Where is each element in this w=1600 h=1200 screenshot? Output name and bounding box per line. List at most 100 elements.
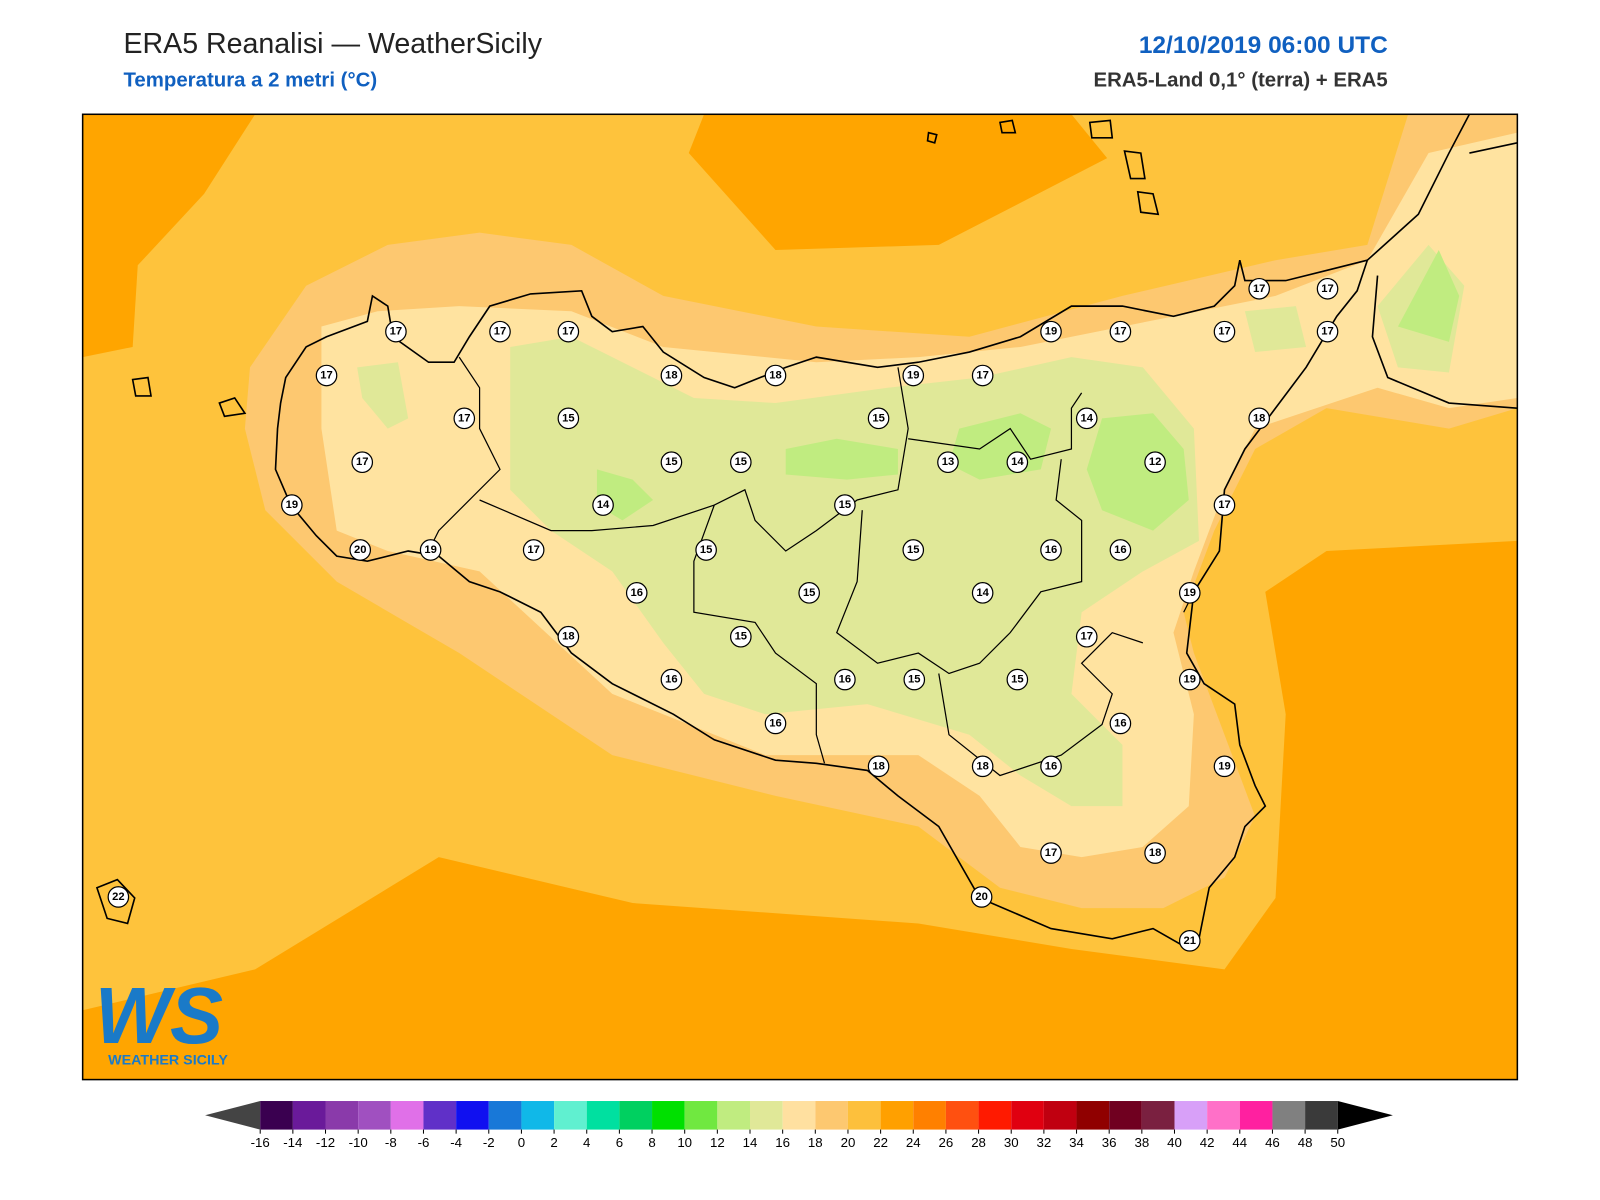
station-value: 17 — [1114, 326, 1126, 338]
station: 18 — [764, 364, 787, 387]
colorbar-label: -16 — [251, 1135, 270, 1150]
logo-mark: WS — [95, 971, 223, 1060]
station: 17 — [1109, 320, 1132, 343]
station-value: 17 — [1321, 326, 1333, 338]
station-value: 17 — [976, 370, 988, 382]
colorbar-bin — [260, 1101, 293, 1130]
station-value: 18 — [769, 370, 781, 382]
station: 18 — [660, 364, 683, 387]
station-marker — [557, 407, 580, 430]
colorbar-label: 18 — [808, 1135, 823, 1150]
station: 14 — [971, 582, 994, 604]
station-marker — [1109, 712, 1132, 735]
station-marker — [764, 712, 787, 735]
station: 16 — [660, 668, 683, 691]
station: 15 — [798, 582, 821, 604]
station: 19 — [1178, 582, 1201, 604]
station-marker — [971, 755, 994, 778]
date: 12/10/2019 06:00 UTC — [1139, 32, 1388, 59]
station: 18 — [557, 625, 580, 648]
station: 16 — [625, 582, 648, 604]
colorbar-label: -6 — [418, 1135, 430, 1150]
station: 13 — [937, 451, 959, 474]
colorbar-bin — [1109, 1101, 1142, 1130]
station-value: 17 — [1045, 847, 1057, 859]
station: 15 — [834, 494, 856, 516]
station-value: 15 — [735, 456, 747, 468]
colorbar-bin — [652, 1101, 685, 1130]
station: 15 — [902, 539, 925, 561]
station-marker — [1040, 320, 1062, 343]
colorbar-label: -14 — [283, 1135, 302, 1150]
station-value: 15 — [735, 631, 747, 643]
station: 15 — [730, 625, 752, 648]
station-value: 14 — [976, 587, 989, 599]
station: 20 — [970, 886, 993, 908]
station: 19 — [1178, 668, 1201, 691]
station-marker — [1213, 755, 1236, 778]
station: 17 — [1040, 842, 1062, 864]
colorbar-label: 28 — [971, 1135, 986, 1150]
station-value: 21 — [1184, 935, 1196, 947]
station-value: 19 — [1045, 326, 1057, 338]
station-marker — [660, 668, 683, 691]
station: 16 — [1040, 755, 1062, 778]
station: 16 — [1040, 539, 1062, 561]
station-marker — [730, 451, 752, 474]
colorbar-over — [1337, 1101, 1393, 1130]
station-marker — [625, 582, 648, 604]
map-frame — [81, 113, 1519, 1081]
station-value: 19 — [907, 370, 919, 382]
station-value: 16 — [1045, 760, 1057, 772]
station-value: 16 — [1114, 717, 1126, 729]
station: 16 — [834, 668, 856, 691]
station-value: 16 — [630, 587, 642, 599]
station-marker — [970, 886, 993, 908]
station: 15 — [1006, 668, 1029, 691]
colorbar-bin — [1141, 1101, 1175, 1130]
station-value: 17 — [562, 326, 574, 338]
colorbar-label: 24 — [906, 1135, 921, 1150]
station-marker — [1109, 320, 1132, 343]
station: 19 — [419, 539, 442, 561]
station-marker — [522, 539, 545, 561]
colorbar-bin — [619, 1101, 653, 1130]
colorbar-label: 16 — [775, 1135, 790, 1150]
station-value: 19 — [424, 544, 436, 556]
colorbar-bin — [423, 1101, 457, 1130]
station: 15 — [557, 407, 580, 430]
colorbar-label: 22 — [873, 1135, 888, 1150]
station-value: 16 — [769, 717, 781, 729]
station-marker — [385, 320, 407, 343]
station-marker — [902, 364, 925, 387]
station: 15 — [867, 407, 890, 430]
station-marker — [1316, 277, 1339, 300]
station-value: 15 — [839, 499, 851, 511]
station-value: 17 — [1321, 283, 1333, 295]
colorbar-label: 6 — [616, 1135, 623, 1150]
colorbar-bin — [750, 1101, 783, 1130]
colorbar-label: 2 — [550, 1135, 557, 1150]
station-marker — [971, 582, 994, 604]
colorbar-label: -4 — [450, 1135, 462, 1150]
colorbar-label: 26 — [939, 1135, 954, 1150]
station-marker — [867, 755, 890, 778]
station: 16 — [1109, 539, 1132, 561]
station: 17 — [522, 539, 545, 561]
colorbar-bin — [1043, 1101, 1077, 1130]
station-value: 17 — [527, 544, 539, 556]
colorbar-bin — [684, 1101, 718, 1130]
station: 17 — [453, 407, 476, 430]
station: 17 — [557, 320, 580, 343]
colorbar-bin — [782, 1101, 816, 1130]
station: 15 — [730, 451, 752, 474]
station-marker — [1075, 625, 1098, 648]
station: 20 — [349, 539, 372, 561]
station-value: 14 — [597, 499, 610, 511]
colorbar-bin — [1207, 1101, 1240, 1130]
station-value: 16 — [839, 674, 851, 686]
colorbar-bin — [1174, 1101, 1208, 1130]
station: 16 — [1109, 712, 1132, 735]
colorbar-bin — [521, 1101, 555, 1130]
station-value: 18 — [562, 631, 574, 643]
